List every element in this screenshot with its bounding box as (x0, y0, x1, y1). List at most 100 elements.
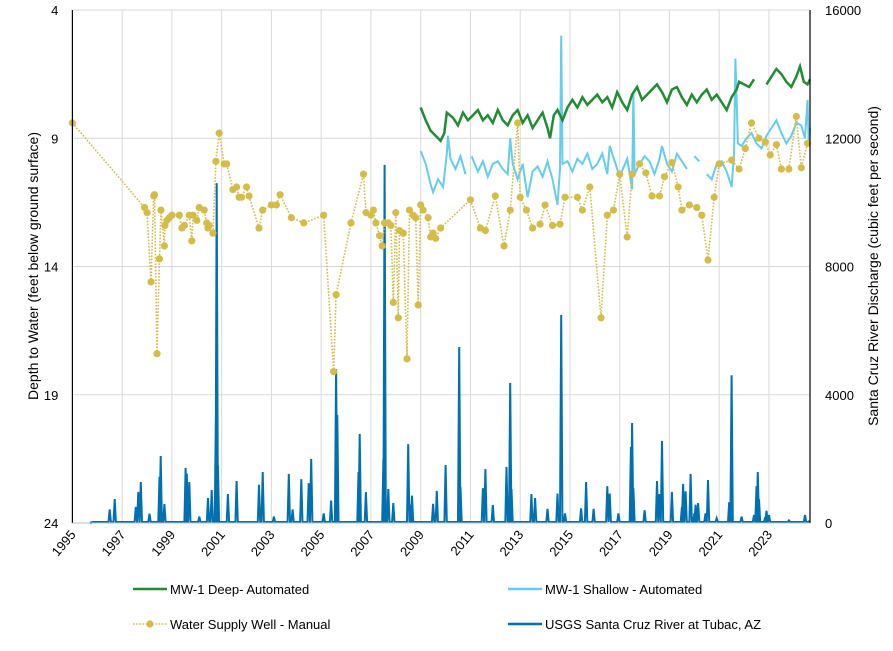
supply-well-point (193, 216, 201, 224)
x-tick-label: 2011 (447, 527, 476, 558)
supply-well-point (792, 112, 800, 121)
supply-well-point (276, 191, 284, 199)
supply-well-point (561, 193, 569, 201)
supply-well-point (797, 164, 805, 172)
x-tick-label: 2005 (297, 527, 327, 559)
river-discharge-line (89, 164, 811, 525)
supply-well-line (71, 116, 809, 372)
y-axis-ticks: 4 9 14 19 24 (44, 3, 58, 531)
supply-well-point (223, 160, 231, 168)
supply-well-point (616, 170, 624, 178)
legend-marker (146, 620, 154, 628)
supply-well-point (153, 350, 161, 358)
supply-well-point (777, 165, 785, 173)
supply-well-point (685, 201, 693, 209)
x-tick-label: 2017 (596, 527, 626, 559)
x-tick-label: 1999 (148, 527, 178, 559)
supply-well-point (399, 229, 407, 237)
series-river-discharge (89, 164, 811, 525)
x-tick-label: 1997 (98, 527, 128, 559)
supply-well-point (287, 214, 295, 222)
supply-well-point (635, 160, 644, 168)
supply-well-point (424, 214, 432, 222)
supply-well-point (209, 229, 217, 237)
supply-well-point (330, 368, 338, 376)
supply-well-point (160, 242, 169, 250)
supply-well-point (741, 144, 749, 153)
supply-well-point (516, 193, 524, 201)
supply-well-point (432, 234, 440, 242)
supply-well-point (332, 291, 340, 299)
supply-well-point (205, 221, 213, 230)
supply-well-point (466, 196, 475, 204)
supply-well-point (803, 139, 812, 147)
plot-frame (71, 10, 811, 524)
supply-well-point (376, 232, 384, 240)
supply-well-point (359, 170, 368, 178)
supply-well-point (541, 201, 549, 209)
supply-well-point (143, 209, 151, 217)
supply-well-point (378, 242, 386, 250)
legend-label: MW-1 Shallow - Automated (545, 582, 702, 597)
y2-axis-ticks: 16000 12000 8000 4000 0 (825, 3, 861, 531)
supply-well-point (255, 224, 263, 232)
supply-well-point (419, 206, 427, 214)
supply-well-point (668, 159, 676, 167)
supply-well-point (347, 219, 355, 227)
supply-well-point (403, 355, 411, 363)
supply-well-point (755, 134, 763, 142)
supply-well-point (414, 301, 422, 309)
supply-well-point (761, 138, 769, 146)
deep-well-line (419, 62, 812, 143)
supply-well-point (514, 119, 522, 127)
supply-well-point (785, 165, 793, 173)
supply-well-point (372, 219, 380, 227)
supply-well-point (212, 157, 220, 165)
y-tick-label: 14 (44, 260, 58, 275)
supply-well-point (522, 206, 531, 214)
supply-well-point (394, 314, 402, 322)
legend-item: USGS Santa Cruz River at Tubac, AZ (508, 617, 761, 632)
x-tick-label: 2015 (546, 527, 576, 559)
supply-well-point (481, 226, 489, 235)
y2-tick-label: 12000 (825, 131, 861, 146)
supply-well-point (436, 224, 445, 232)
y2-tick-label: 16000 (825, 3, 861, 18)
supply-well-point (693, 203, 701, 212)
x-tick-label: 2003 (248, 527, 278, 559)
supply-well-point (548, 221, 557, 230)
supply-well-point (747, 119, 756, 127)
supply-well-point (387, 221, 395, 230)
y2-tick-label: 8000 (825, 260, 854, 275)
y-tick-label: 9 (51, 131, 58, 146)
supply-well-point (766, 151, 774, 159)
legend: MW-1 Deep- Automated MW-1 Shallow - Autom… (133, 582, 761, 632)
x-tick-label: 2009 (397, 527, 427, 559)
supply-well-point (586, 183, 594, 191)
supply-well-point (704, 256, 712, 264)
supply-well-point (188, 237, 196, 245)
supply-well-point (389, 298, 397, 307)
supply-well-point (300, 219, 308, 227)
y-axis-title: Depth to Water (feet below ground surfac… (25, 132, 41, 400)
shallow-well-line (419, 35, 811, 206)
supply-well-point (245, 192, 253, 200)
supply-well-point (150, 191, 159, 199)
legend-label: Water Supply Well - Manual (170, 617, 331, 632)
supply-well-point (175, 211, 183, 219)
supply-well-point (674, 183, 682, 191)
supply-well-point (267, 201, 276, 209)
supply-well-point (320, 211, 328, 219)
supply-well-point (642, 169, 650, 177)
supply-well-point (735, 165, 743, 173)
supply-well-point (710, 193, 718, 201)
gridlines (72, 9, 810, 524)
supply-well-point (623, 233, 631, 241)
supply-well-point (609, 206, 618, 214)
x-tick-label: 2023 (745, 527, 775, 559)
legend-item: MW-1 Deep- Automated (133, 582, 309, 597)
supply-well-point (157, 206, 165, 214)
supply-well-point (628, 170, 636, 178)
supply-well-point (369, 206, 378, 214)
